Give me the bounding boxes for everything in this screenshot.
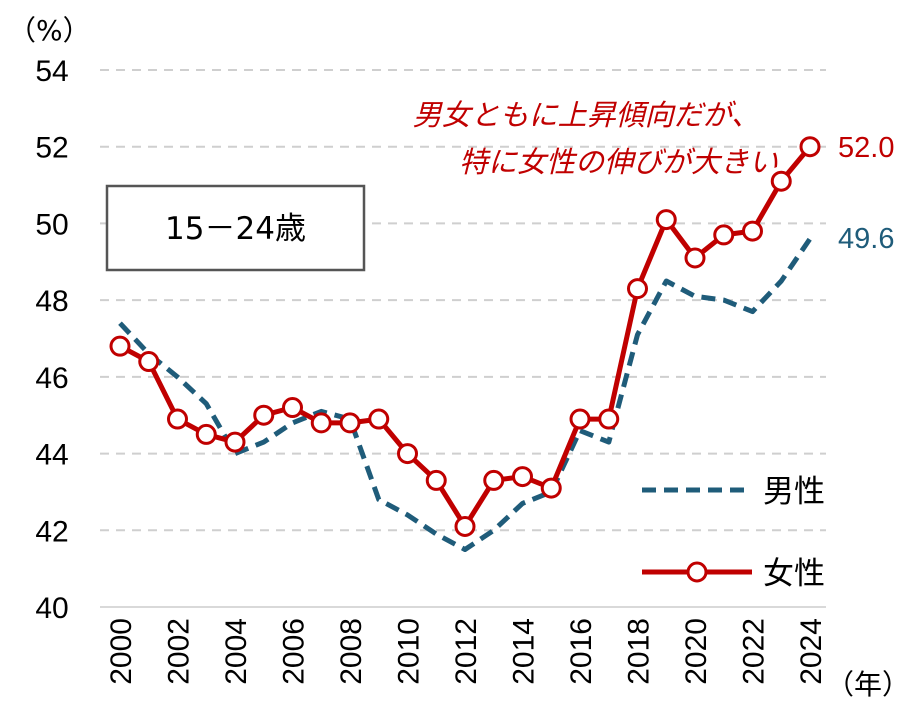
legend-male-label: 男性: [763, 474, 825, 510]
female-data-point: [655, 209, 677, 231]
x-axis-unit-label: （年）: [826, 668, 910, 701]
x-tick-label: 2020: [680, 618, 713, 685]
female-data-point: [770, 170, 792, 192]
y-axis-unit-label: （%）: [8, 14, 91, 47]
legend: 男性 女性: [642, 474, 825, 592]
annotation-line-1: 男女ともに上昇傾向だが、: [413, 98, 760, 132]
female-data-point: [483, 469, 505, 491]
female-data-point: [109, 335, 131, 357]
x-tick-label: 2010: [393, 618, 426, 685]
female-data-point: [195, 423, 217, 445]
x-tick-label: 2000: [105, 618, 138, 685]
female-data-point: [569, 408, 591, 430]
series-group: [109, 136, 821, 552]
female-data-point: [253, 404, 275, 426]
x-tick-label: 2018: [623, 618, 656, 685]
y-tick-label: 44: [35, 439, 68, 472]
x-tick-label: 2024: [795, 618, 828, 685]
legend-female-label: 女性: [763, 556, 825, 592]
y-tick-label: 50: [35, 208, 68, 241]
x-tick-label: 2002: [163, 618, 196, 685]
female-data-point: [512, 466, 533, 488]
y-tick-label: 46: [35, 362, 68, 395]
female-data-point: [684, 247, 706, 269]
age-group-box-frame: [105, 184, 366, 272]
legend-female-marker: [686, 561, 708, 583]
female-end-label: 52.0: [838, 132, 894, 164]
y-tick-label: 42: [35, 515, 68, 548]
female-data-point: [799, 136, 821, 158]
female-data-point: [138, 351, 160, 373]
female-data-point: [627, 278, 648, 300]
female-data-point: [167, 408, 188, 430]
female-data-point: [598, 408, 620, 430]
y-tick-label: 52: [35, 132, 68, 165]
female-data-point: [425, 469, 447, 491]
female-data-point: [540, 477, 562, 499]
x-tick-label: 2014: [508, 618, 541, 685]
age-group-label: 15－24歳: [165, 211, 306, 247]
y-tick-label: 54: [35, 55, 68, 88]
female-data-point: [742, 220, 763, 242]
x-tick-label: 2004: [220, 618, 253, 685]
x-tick-label: 2006: [278, 618, 311, 685]
female-data-point: [310, 412, 332, 434]
y-axis-ticks: 40 42 44 46 48 50 52 54: [35, 55, 68, 625]
x-tick-label: 2008: [335, 618, 368, 685]
annotation-line-2: 特に女性の伸びが大きい: [459, 145, 778, 179]
x-tick-label: 2022: [738, 618, 771, 685]
male-series-line: [118, 237, 813, 552]
female-data-point: [397, 443, 418, 465]
male-end-label: 49.6: [838, 223, 894, 255]
x-axis-ticks: 2000 2002 2004 2006 2008 2010 2012 2014 2016 2018…: [105, 618, 828, 685]
x-tick-label: 2012: [450, 618, 483, 685]
y-tick-label: 40: [35, 592, 68, 625]
female-data-point: [713, 224, 735, 246]
y-tick-label: 48: [35, 285, 68, 318]
x-tick-label: 2016: [565, 618, 598, 685]
age-group-box: 15－24歳: [105, 184, 366, 272]
female-data-point: [282, 397, 303, 419]
female-data-point: [339, 412, 361, 434]
female-data-point: [224, 431, 246, 453]
female-data-point: [368, 408, 390, 430]
female-data-point: [454, 515, 476, 537]
